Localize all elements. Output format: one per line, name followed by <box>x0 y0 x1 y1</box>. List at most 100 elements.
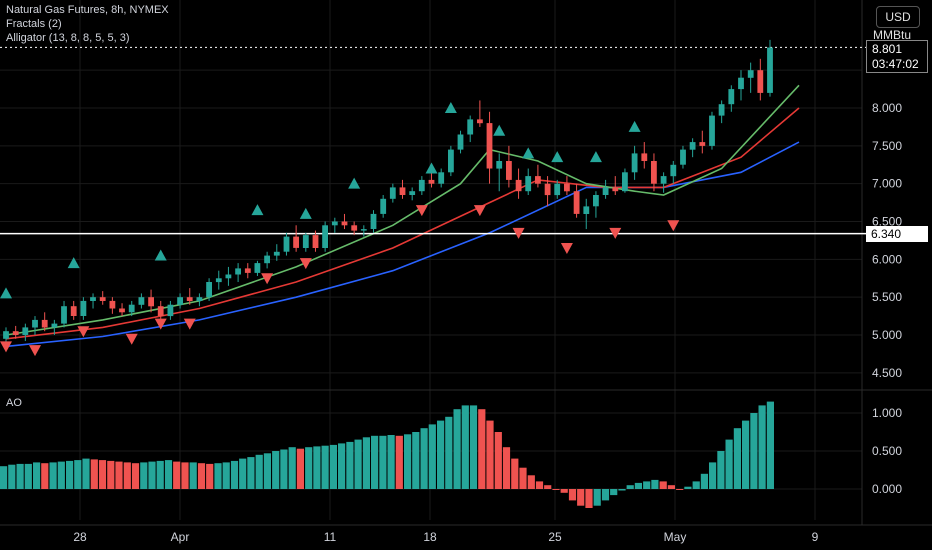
candle-body[interactable] <box>602 187 609 195</box>
candle-body[interactable] <box>32 319 38 328</box>
candle-body[interactable] <box>80 300 87 316</box>
candle-body[interactable] <box>515 179 522 192</box>
candle-body[interactable] <box>99 297 106 301</box>
candle-body[interactable] <box>641 153 648 161</box>
candle-body[interactable] <box>302 235 309 248</box>
candle-body[interactable] <box>283 236 290 252</box>
candle-body[interactable] <box>196 297 203 301</box>
candle-body[interactable] <box>341 221 348 226</box>
candle-body[interactable] <box>544 183 551 196</box>
candle-body[interactable] <box>631 153 638 173</box>
candle-body[interactable] <box>757 70 764 93</box>
candle-body[interactable] <box>709 115 715 146</box>
candle-body[interactable] <box>525 176 532 192</box>
ao-bar <box>684 486 692 489</box>
ao-bar <box>255 454 263 489</box>
candle-body[interactable] <box>747 70 754 78</box>
candle-body[interactable] <box>612 187 619 192</box>
ao-bar <box>148 461 156 489</box>
candle-body[interactable] <box>718 104 725 116</box>
candle-body[interactable] <box>293 236 299 248</box>
candle-body[interactable] <box>12 331 19 335</box>
candle-body[interactable] <box>90 297 96 301</box>
candle-body[interactable] <box>138 297 145 305</box>
candle-body[interactable] <box>351 225 358 231</box>
candle-body[interactable] <box>41 319 48 328</box>
ao-bar <box>222 462 230 489</box>
time-axis-label: 28 <box>73 530 87 544</box>
candle-body[interactable] <box>583 206 590 214</box>
candle-body[interactable] <box>670 164 677 177</box>
ao-bar <box>560 489 568 493</box>
candle-body[interactable] <box>51 323 58 328</box>
candle-body[interactable] <box>22 327 29 335</box>
candle-body[interactable] <box>167 304 174 317</box>
price-tick-label: 8.000 <box>872 101 902 115</box>
candle-body[interactable] <box>418 179 425 192</box>
candle-body[interactable] <box>767 47 773 93</box>
candle-body[interactable] <box>438 172 445 184</box>
candle-body[interactable] <box>109 300 116 309</box>
candle-body[interactable] <box>119 308 125 313</box>
fractals-indicator-label[interactable]: Fractals (2) <box>6 18 62 30</box>
candle-body[interactable] <box>399 187 406 195</box>
candle-body[interactable] <box>3 331 9 339</box>
candle-body[interactable] <box>689 142 696 150</box>
candle-body[interactable] <box>254 263 261 273</box>
candle-body[interactable] <box>467 119 474 135</box>
candle-body[interactable] <box>264 255 270 264</box>
currency-button[interactable]: USD <box>876 6 920 28</box>
candle-body[interactable] <box>457 134 464 150</box>
candle-body[interactable] <box>728 89 735 105</box>
candle-body[interactable] <box>273 251 280 256</box>
candle-body[interactable] <box>148 297 154 307</box>
candle-body[interactable] <box>225 274 232 279</box>
candle-body[interactable] <box>244 268 251 273</box>
candle-body[interactable] <box>235 268 241 275</box>
ao-bar <box>758 405 766 489</box>
candle-body[interactable] <box>312 235 319 248</box>
candle-body[interactable] <box>535 176 541 184</box>
candle-body[interactable] <box>486 123 493 169</box>
candle-body[interactable] <box>477 119 483 124</box>
candle-body[interactable] <box>496 161 503 169</box>
candle-body[interactable] <box>128 304 135 313</box>
symbol-title[interactable]: Natural Gas Futures, 8h, NYMEX <box>6 4 169 16</box>
fractal-up-marker <box>589 151 602 163</box>
candle-body[interactable] <box>157 306 164 316</box>
candle-body[interactable] <box>409 191 416 195</box>
candle-body[interactable] <box>70 306 77 316</box>
ao-bar <box>82 458 90 489</box>
candle-body[interactable] <box>389 187 396 199</box>
candle-body[interactable] <box>322 225 328 248</box>
candle-body[interactable] <box>186 297 193 301</box>
candle-body[interactable] <box>177 297 183 305</box>
time-axis-label: 11 <box>324 530 337 544</box>
candle-body[interactable] <box>215 278 222 283</box>
ao-indicator-label[interactable]: AO <box>6 397 22 409</box>
candle-body[interactable] <box>699 142 706 146</box>
candle-body[interactable] <box>593 195 599 207</box>
candle-body[interactable] <box>738 77 744 90</box>
candle-body[interactable] <box>680 149 686 165</box>
candle-body[interactable] <box>206 282 212 298</box>
candle-body[interactable] <box>554 183 561 196</box>
candle-body[interactable] <box>360 229 367 231</box>
alligator-indicator-label[interactable]: Alligator (13, 8, 8, 5, 5, 3) <box>6 32 130 44</box>
fractal-up-marker <box>67 257 80 269</box>
candle-body[interactable] <box>428 179 435 184</box>
candle-body[interactable] <box>506 161 512 180</box>
candle-body[interactable] <box>573 191 580 214</box>
candle-body[interactable] <box>651 161 657 184</box>
candle-body[interactable] <box>448 149 454 173</box>
candle-body[interactable] <box>380 198 387 214</box>
candle-body[interactable] <box>61 306 67 324</box>
candle-body[interactable] <box>660 176 667 184</box>
candle-body[interactable] <box>622 172 628 192</box>
fractal-down-marker <box>261 273 274 285</box>
candle-body[interactable] <box>564 183 570 192</box>
ao-bar <box>469 405 478 489</box>
candle-body[interactable] <box>331 221 338 226</box>
candle-body[interactable] <box>370 213 377 229</box>
